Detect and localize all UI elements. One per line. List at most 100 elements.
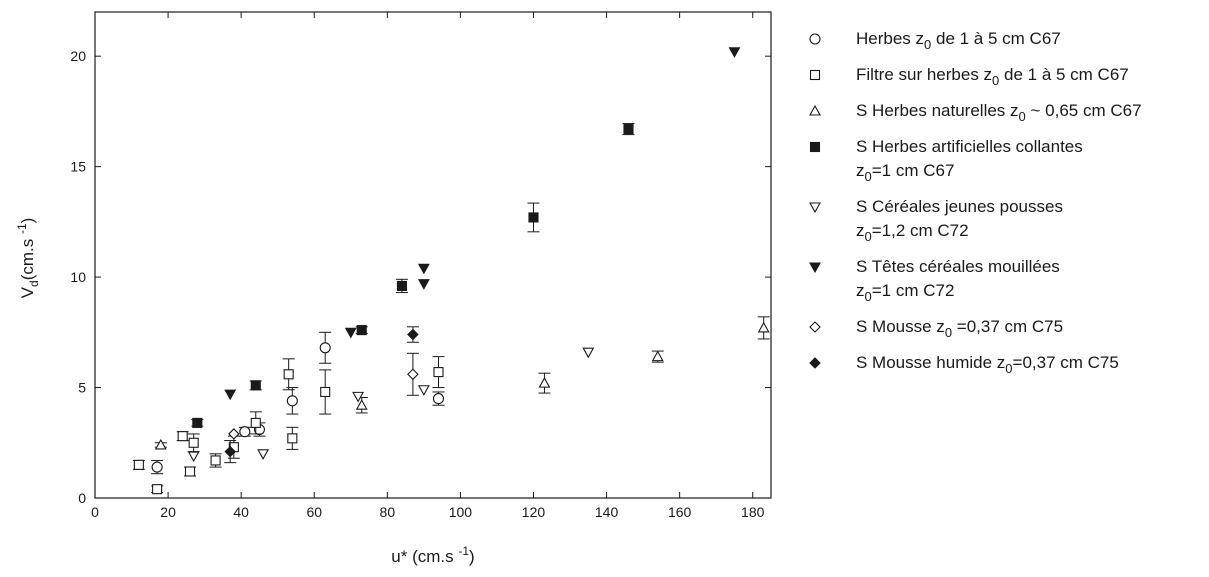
legend-item: S Mousse humide z0=0,37 cm C75 — [809, 353, 1119, 376]
legend-label: S Mousse z0 =0,37 cm C75 — [856, 317, 1063, 340]
y-tick-label: 5 — [78, 380, 86, 396]
data-point — [192, 417, 203, 428]
data-point — [417, 385, 430, 396]
data-point — [187, 451, 200, 463]
legend-item: S Céréales jeunes pousses z0=1,2 cm C72 — [809, 197, 1063, 244]
legend-marker — [809, 104, 821, 116]
legend-item: Herbes z0 de 1 à 5 cm C67 — [809, 29, 1061, 52]
plot-area-border — [94, 11, 772, 499]
data-point — [319, 342, 331, 354]
y-tick-label: 0 — [78, 490, 86, 506]
data-point — [352, 391, 365, 403]
data-point — [432, 393, 445, 405]
data-point — [582, 347, 595, 359]
legend-label: S Herbes naturelles z0 ~ 0,65 cm C67 — [856, 101, 1142, 124]
data-points — [132, 47, 770, 495]
legend-item: S Herbes artificielles collantes z0=1 cm … — [809, 137, 1083, 184]
axis-titles: u* (cm.s -1) Vd(cm.s -1) — [15, 218, 475, 566]
data-point — [154, 438, 167, 450]
legend-label: z0=1,2 cm C72 — [856, 221, 969, 244]
legend-label: Filtre sur herbes z0 de 1 à 5 cm C67 — [856, 65, 1129, 88]
axis-ticks: 0 20 40 60 80 100 120 140 160 180 0 5 10 15 20 — [70, 12, 771, 520]
y-tick-label: 20 — [70, 48, 86, 64]
series-7 — [228, 352, 419, 440]
data-point — [224, 389, 237, 401]
data-point — [184, 466, 196, 477]
data-point — [257, 449, 270, 460]
series-8 — [224, 326, 419, 464]
y-tick-label: 10 — [70, 269, 86, 285]
x-axis-title: u* (cm.s -1) — [391, 544, 474, 566]
data-point — [623, 124, 634, 135]
data-point — [320, 386, 331, 398]
data-point — [224, 445, 236, 458]
x-tick-label: 120 — [522, 504, 546, 520]
y-tick-label: 15 — [70, 159, 86, 175]
data-point — [356, 325, 367, 336]
x-tick-label: 160 — [668, 504, 692, 520]
series-3 — [154, 316, 770, 450]
data-point — [286, 395, 298, 407]
plot-frame — [94, 11, 772, 499]
data-point — [407, 328, 419, 341]
data-point — [407, 368, 419, 381]
x-tick-label: 80 — [380, 504, 396, 520]
legend-marker — [809, 202, 821, 214]
data-point — [355, 399, 368, 410]
x-tick-label: 40 — [233, 504, 249, 520]
x-tick-label: 180 — [741, 504, 765, 520]
legend-marker — [809, 357, 821, 369]
data-point — [250, 380, 261, 391]
data-point — [177, 431, 188, 442]
data-point — [228, 428, 240, 440]
data-point — [528, 212, 539, 223]
x-tick-label: 0 — [91, 504, 99, 520]
data-point — [433, 367, 444, 378]
x-tick-label: 60 — [306, 504, 322, 520]
legend-item: S Herbes naturelles z0 ~ 0,65 cm C67 — [809, 101, 1142, 124]
data-point — [728, 47, 741, 58]
data-point — [151, 461, 163, 473]
data-point — [250, 417, 261, 428]
data-point — [152, 484, 163, 495]
data-point — [210, 455, 221, 466]
legend: Herbes z0 de 1 à 5 cm C67 Filtre sur herb… — [809, 29, 1142, 376]
legend-label: S Têtes céréales mouillées — [856, 257, 1060, 276]
x-tick-label: 20 — [160, 504, 176, 520]
legend-marker — [809, 262, 821, 274]
legend-marker — [809, 33, 821, 45]
data-point — [396, 280, 407, 291]
legend-marker — [809, 141, 821, 153]
data-point — [283, 369, 294, 380]
data-point — [757, 321, 770, 333]
data-point — [287, 433, 298, 444]
y-axis-title: Vd(cm.s -1) — [15, 218, 41, 299]
legend-label: S Mousse humide z0=0,37 cm C75 — [856, 353, 1119, 376]
data-point — [188, 437, 199, 448]
data-point — [651, 350, 664, 362]
legend-label: S Herbes artificielles collantes — [856, 137, 1083, 156]
legend-item: S Mousse z0 =0,37 cm C75 — [809, 317, 1063, 340]
series-1 — [151, 331, 445, 475]
series-6 — [224, 47, 741, 401]
x-tick-label: 100 — [449, 504, 473, 520]
legend-label: z0=1 cm C72 — [856, 281, 954, 304]
data-point — [133, 459, 144, 470]
legend-label: z0=1 cm C67 — [856, 161, 954, 184]
legend-item: Filtre sur herbes z0 de 1 à 5 cm C67 — [809, 65, 1129, 88]
legend-marker — [809, 69, 821, 81]
x-tick-label: 140 — [595, 504, 619, 520]
data-point — [417, 263, 430, 275]
legend-marker — [809, 321, 821, 333]
legend-label: Herbes z0 de 1 à 5 cm C67 — [856, 29, 1061, 52]
legend-label: S Céréales jeunes pousses — [856, 197, 1063, 216]
data-point — [239, 426, 251, 438]
data-point — [538, 376, 551, 388]
data-point — [417, 279, 430, 290]
legend-item: S Têtes céréales mouillées z0=1 cm C72 — [809, 257, 1060, 304]
data-point — [344, 327, 357, 339]
series-2 — [132, 356, 445, 495]
series-5 — [187, 347, 595, 463]
series-4 — [191, 123, 635, 428]
